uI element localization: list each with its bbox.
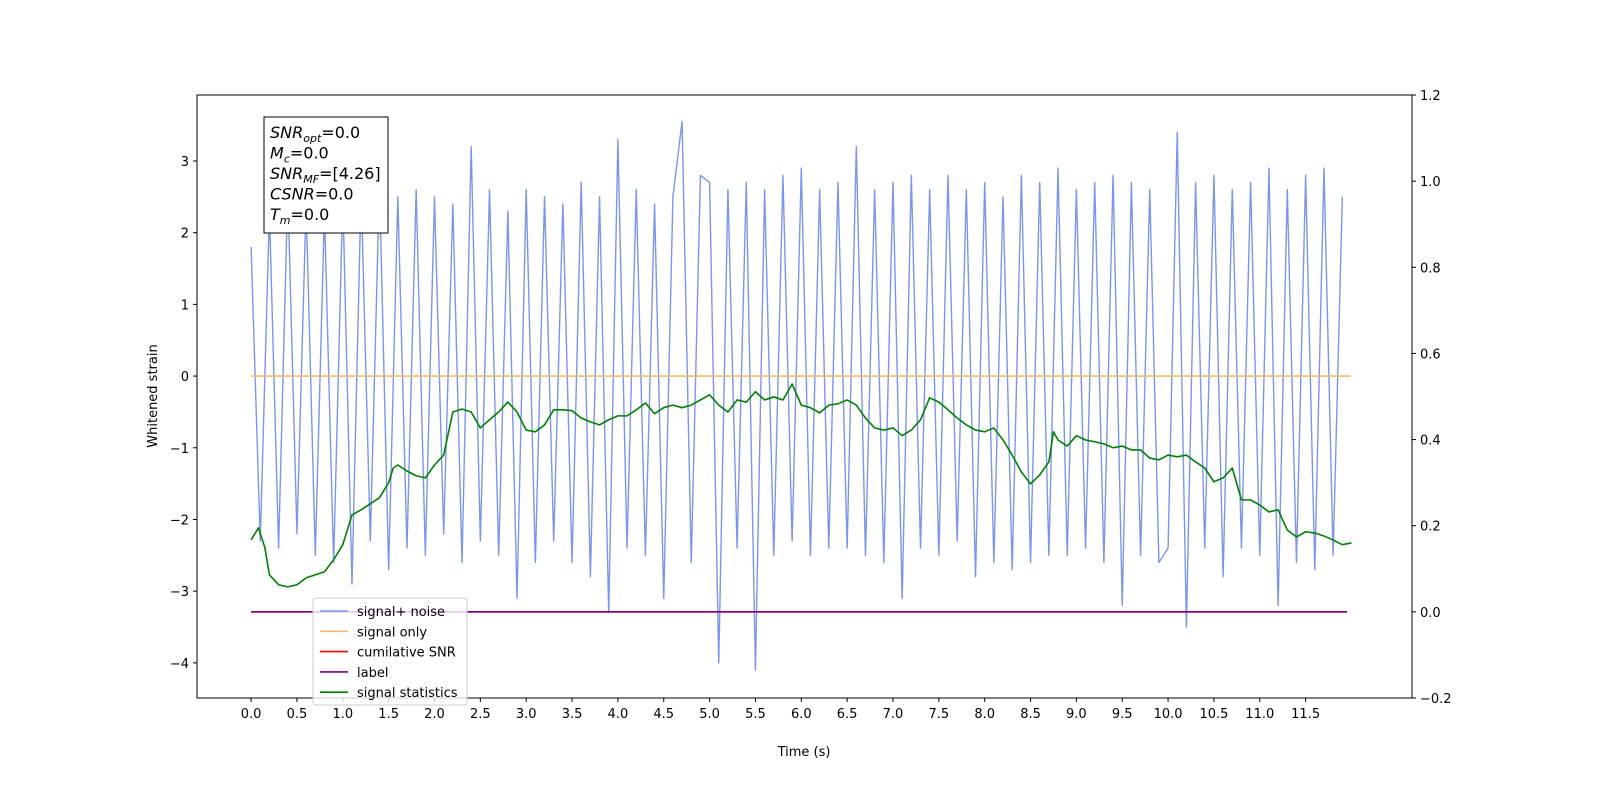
annotation-main: M xyxy=(270,144,284,163)
annotation-rest: =0.0 xyxy=(291,205,330,224)
annotation-main: SNR xyxy=(270,164,303,183)
x-tick-label: 8.0 xyxy=(974,707,995,722)
x-tick-label: 10.0 xyxy=(1154,707,1183,722)
plot-frame xyxy=(196,94,1413,699)
x-tick-label: 9.0 xyxy=(1066,707,1087,722)
y-tick-label: 1 xyxy=(181,298,189,313)
legend-label: label xyxy=(357,666,388,681)
x-tick-label: 1.0 xyxy=(332,707,353,722)
x-tick-label: 4.0 xyxy=(608,707,629,722)
x-tick-label: 11.0 xyxy=(1245,707,1274,722)
annotation-line: Tm=0.0 xyxy=(270,205,329,227)
x-tick-label: 6.0 xyxy=(791,707,812,722)
annotation-sub: opt xyxy=(303,132,322,145)
annotation-sub: MF xyxy=(303,173,319,186)
series-line xyxy=(250,383,1352,588)
x-tick-label: 3.0 xyxy=(516,707,537,722)
y2-tick-label: 0.2 xyxy=(1420,520,1441,535)
y-tick-label: −4 xyxy=(170,657,189,672)
x-tick-label: 5.5 xyxy=(745,707,766,722)
y-tick-label: −3 xyxy=(170,585,189,600)
x-tick-label: 7.0 xyxy=(883,707,904,722)
y-tick-label: 0 xyxy=(181,370,189,385)
annotation-line: SNRopt=0.0 xyxy=(270,123,360,145)
x-tick-label: 9.5 xyxy=(1112,707,1133,722)
x-tick-label: 8.5 xyxy=(1020,707,1041,722)
y2-tick-label: −0.2 xyxy=(1420,692,1452,707)
x-tick-label: 1.5 xyxy=(378,707,399,722)
y-tick-label: −2 xyxy=(170,513,189,528)
legend-label: signal+ noise xyxy=(357,605,445,620)
y-tick-label: −1 xyxy=(170,442,189,457)
x-tick-label: 4.5 xyxy=(653,707,674,722)
annotation-sub: m xyxy=(280,214,291,227)
annotation-main: CSNR xyxy=(270,185,315,204)
y2-tick-label: 0.4 xyxy=(1420,434,1441,449)
x-tick-label: 2.5 xyxy=(470,707,491,722)
y2-tick-label: 0.0 xyxy=(1420,606,1441,621)
x-tick-label: 0.0 xyxy=(241,707,262,722)
legend-box xyxy=(312,597,468,706)
y2-tick-label: 0.8 xyxy=(1420,261,1441,276)
annotation-main: SNR xyxy=(270,123,303,142)
y-tick-label: 3 xyxy=(181,155,189,170)
annotation-main: T xyxy=(270,205,281,224)
x-tick-label: 3.5 xyxy=(562,707,583,722)
annotation-rest: =0.0 xyxy=(290,144,329,163)
annotation-line: SNRMF=[4.26] xyxy=(270,164,381,186)
annotation-rest: =0.0 xyxy=(321,123,360,142)
y-tick-label: 2 xyxy=(181,227,189,242)
x-tick-label: 5.0 xyxy=(699,707,720,722)
y-axis-label: Whitened strain xyxy=(146,344,161,447)
x-tick-label: 11.5 xyxy=(1291,707,1320,722)
x-axis-label: Time (s) xyxy=(777,745,831,760)
legend-label: signal statistics xyxy=(357,686,458,701)
annotation-rest: =0.0 xyxy=(315,185,354,204)
series-line xyxy=(250,120,1344,671)
y2-tick-label: 1.0 xyxy=(1420,175,1441,190)
legend-label: cumilative SNR xyxy=(357,646,456,661)
y2-tick-label: 1.2 xyxy=(1420,89,1441,104)
annotation-line: CSNR=0.0 xyxy=(270,185,354,204)
annotation-line: Mc=0.0 xyxy=(270,144,329,166)
x-tick-label: 7.5 xyxy=(928,707,949,722)
legend-label: signal only xyxy=(357,625,427,640)
annotation-sub: c xyxy=(284,153,290,166)
annotation-box xyxy=(263,116,389,234)
y2-tick-label: 0.6 xyxy=(1420,347,1441,362)
annotation-rest: =[4.26] xyxy=(319,164,381,183)
x-tick-label: 2.0 xyxy=(424,707,445,722)
x-tick-label: 10.5 xyxy=(1199,707,1228,722)
x-tick-label: 6.5 xyxy=(837,707,858,722)
x-tick-label: 0.5 xyxy=(287,707,308,722)
